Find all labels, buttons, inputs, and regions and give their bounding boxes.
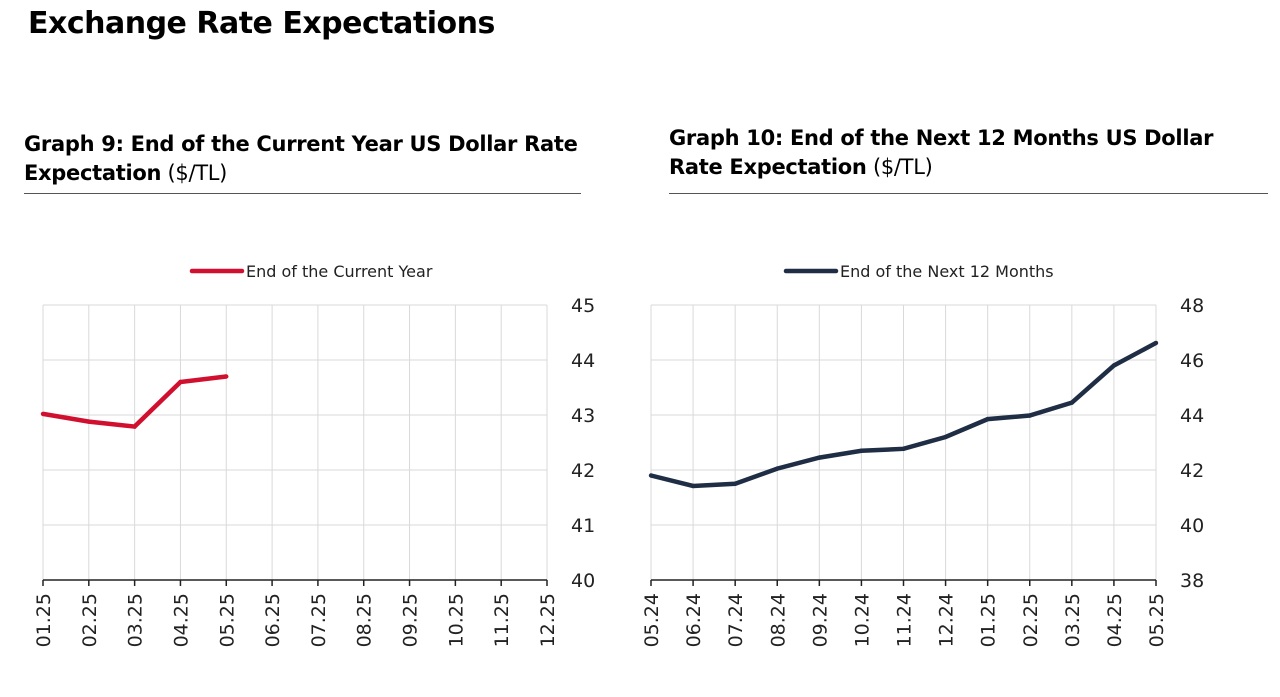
g10-data-point — [1069, 400, 1075, 405]
g10-xtick-label: 02.25 — [1020, 593, 1042, 647]
g10-legend-label: End of the Next 12 Months — [840, 262, 1054, 281]
g9-xtick-label: 09.25 — [400, 593, 422, 647]
g10-data-point — [775, 466, 780, 471]
graph-9-unit: ($/TL) — [161, 161, 228, 185]
g10-data-point — [817, 455, 822, 460]
g10-ytick-label: 40 — [1180, 515, 1204, 537]
g10-data-point — [1027, 413, 1032, 418]
g9-xtick-label: 03.25 — [125, 593, 147, 647]
g10-data-point — [648, 473, 654, 478]
g9-ytick-label: 43 — [571, 405, 595, 427]
g9-data-point — [86, 419, 92, 424]
g10-xtick-label: 08.24 — [767, 593, 789, 647]
g10-data-point — [943, 434, 948, 440]
g9-xtick-label: 05.25 — [216, 593, 238, 647]
g10-xtick-label: 07.24 — [725, 593, 747, 647]
page-title: Exchange Rate Expectations — [28, 6, 495, 41]
graph-10-unit: ($/TL) — [866, 155, 933, 179]
g10-data-point — [1153, 340, 1159, 346]
g10-xtick-label: 12.24 — [936, 593, 958, 647]
g9-data-point — [178, 379, 183, 385]
g9-legend-label: End of the Current Year — [246, 262, 433, 281]
g9-xtick-label: 04.25 — [170, 593, 192, 647]
g10-xtick-label: 04.25 — [1104, 593, 1126, 647]
g10-xtick-label: 05.24 — [641, 593, 663, 647]
g10-xtick-label: 01.25 — [978, 593, 1000, 647]
g10-ytick-label: 44 — [1180, 405, 1204, 427]
g9-xtick-label: 06.25 — [262, 593, 284, 647]
g9-xtick-label: 12.25 — [537, 593, 559, 647]
g9-data-point — [224, 374, 229, 379]
graph-10-underline — [669, 193, 1268, 194]
g9-xtick-label: 07.25 — [308, 593, 330, 647]
g10-ytick-label: 42 — [1180, 460, 1204, 482]
g10-xtick-label: 06.24 — [683, 593, 705, 647]
g10-data-point — [732, 481, 738, 486]
g9-data-point — [40, 411, 46, 417]
g10-ytick-label: 48 — [1180, 295, 1204, 317]
g10-data-point — [859, 448, 864, 453]
g10-data-point — [985, 416, 990, 422]
g10-xtick-label: 10.24 — [851, 593, 873, 647]
g9-xtick-label: 02.25 — [79, 593, 101, 647]
g10-data-point — [1111, 363, 1117, 368]
g9-xtick-label: 08.25 — [354, 593, 376, 647]
g9-ytick-label: 42 — [571, 460, 595, 482]
g10-ytick-label: 46 — [1180, 350, 1204, 372]
g10-xtick-label: 11.24 — [894, 593, 916, 647]
graph-9-title-text: Graph 9: End of the Current Year US Doll… — [24, 132, 578, 185]
g10-ytick-label: 38 — [1180, 570, 1204, 592]
g9-xtick-label: 11.25 — [491, 593, 513, 647]
g9-xtick-label: 01.25 — [33, 593, 55, 647]
g10-xtick-label: 05.25 — [1146, 593, 1168, 647]
g9-ytick-label: 40 — [571, 570, 595, 592]
g10-xtick-label: 09.24 — [809, 593, 831, 647]
graph-9-underline — [24, 193, 581, 194]
g10-data-point — [690, 483, 696, 489]
g9-ytick-label: 41 — [571, 515, 595, 537]
g9-xtick-label: 10.25 — [445, 593, 467, 647]
g9-data-point — [132, 424, 137, 429]
graph-9-title: Graph 9: End of the Current Year US Doll… — [24, 130, 624, 188]
graph-10-title: Graph 10: End of the Next 12 Months US D… — [669, 124, 1269, 182]
g10-xtick-label: 03.25 — [1062, 593, 1084, 647]
g9-ytick-label: 44 — [571, 350, 595, 372]
graph-10-title-text: Graph 10: End of the Next 12 Months US D… — [669, 126, 1214, 179]
g9-ytick-label: 45 — [571, 295, 595, 317]
g10-data-point — [901, 446, 906, 452]
